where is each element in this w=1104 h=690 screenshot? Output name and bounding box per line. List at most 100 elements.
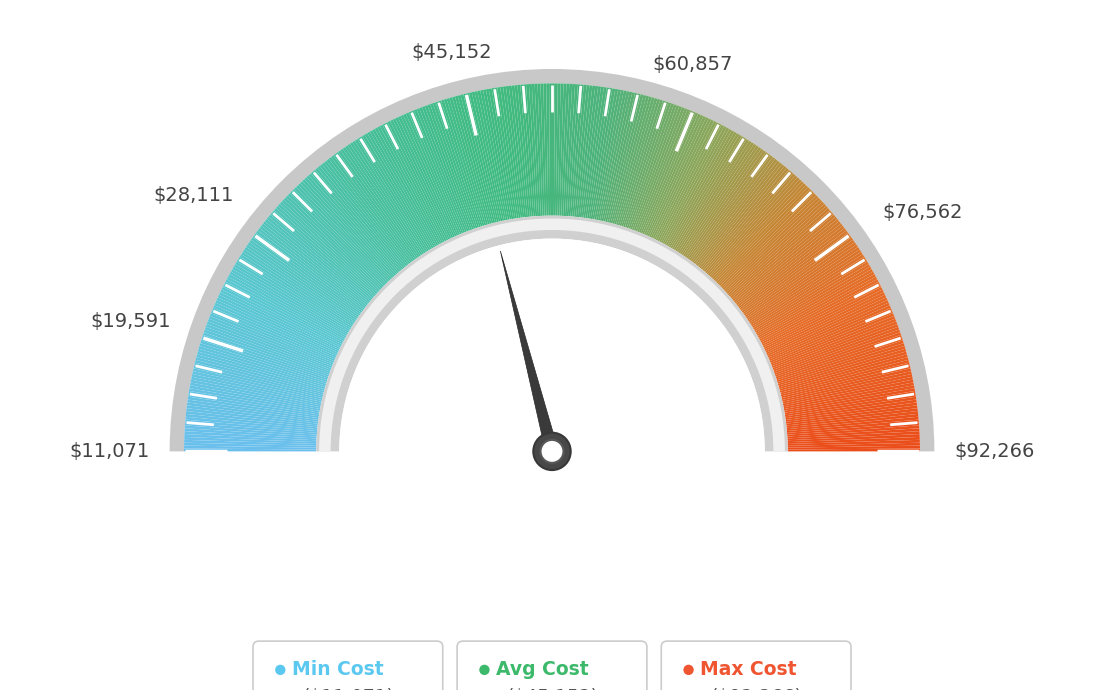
Wedge shape [390,119,450,239]
Wedge shape [199,346,326,386]
Wedge shape [192,374,321,404]
Wedge shape [714,185,808,282]
Wedge shape [240,254,353,326]
Wedge shape [605,93,638,222]
Wedge shape [583,87,604,218]
Wedge shape [209,316,332,366]
Wedge shape [185,417,317,431]
Wedge shape [509,86,527,217]
Wedge shape [286,195,383,288]
Wedge shape [735,219,839,304]
Wedge shape [378,126,442,244]
Wedge shape [198,348,326,387]
Wedge shape [785,397,916,418]
Wedge shape [342,147,420,257]
Wedge shape [296,185,390,282]
Wedge shape [526,84,538,216]
Wedge shape [566,84,578,216]
Wedge shape [184,431,317,440]
Wedge shape [599,91,629,221]
Wedge shape [784,388,915,413]
Wedge shape [784,382,914,409]
Wedge shape [247,242,358,319]
Wedge shape [761,279,879,343]
Wedge shape [223,284,342,346]
FancyBboxPatch shape [253,641,443,690]
Wedge shape [477,90,506,221]
Wedge shape [749,249,861,324]
Wedge shape [643,111,696,235]
Polygon shape [500,251,559,453]
Wedge shape [593,89,618,219]
Wedge shape [350,142,424,255]
Wedge shape [700,164,784,268]
Wedge shape [650,117,709,238]
Wedge shape [705,172,793,273]
Wedge shape [647,115,703,237]
Wedge shape [372,129,438,246]
Wedge shape [716,187,810,284]
Wedge shape [195,357,325,393]
Wedge shape [654,119,714,239]
Wedge shape [318,166,403,270]
Wedge shape [416,108,467,232]
Wedge shape [786,411,919,427]
Wedge shape [571,84,584,217]
Wedge shape [777,343,904,384]
Wedge shape [206,322,331,370]
Wedge shape [774,327,900,373]
Wedge shape [532,83,541,216]
Wedge shape [438,101,481,227]
Wedge shape [385,122,447,242]
Wedge shape [329,157,411,264]
Wedge shape [358,137,428,251]
Wedge shape [719,191,815,286]
Wedge shape [680,142,754,255]
Wedge shape [767,303,890,357]
Wedge shape [667,130,734,246]
Wedge shape [670,133,740,248]
Wedge shape [380,125,444,243]
Wedge shape [702,168,788,271]
Wedge shape [395,117,454,238]
Wedge shape [688,150,766,259]
Wedge shape [683,146,758,257]
Wedge shape [708,175,797,276]
Wedge shape [750,252,862,325]
Wedge shape [660,125,724,243]
Wedge shape [729,208,830,297]
Wedge shape [634,106,682,231]
Wedge shape [534,83,543,216]
Wedge shape [767,300,889,356]
Wedge shape [555,83,561,216]
Wedge shape [788,446,920,449]
Wedge shape [718,189,813,285]
Wedge shape [602,92,633,221]
Wedge shape [736,221,841,306]
Wedge shape [552,83,555,216]
Wedge shape [203,332,329,377]
Wedge shape [594,90,620,220]
Wedge shape [762,284,881,346]
Wedge shape [613,96,649,224]
Wedge shape [781,360,910,395]
Wedge shape [769,310,893,363]
Wedge shape [466,93,499,222]
Wedge shape [190,385,320,411]
Wedge shape [278,204,378,294]
Wedge shape [362,135,432,249]
Wedge shape [184,434,317,442]
Wedge shape [222,287,341,348]
Wedge shape [652,119,711,239]
Wedge shape [170,69,934,451]
Wedge shape [189,388,320,413]
Wedge shape [720,193,816,287]
Wedge shape [289,191,385,286]
Wedge shape [431,104,476,229]
Wedge shape [640,110,693,234]
Wedge shape [656,121,716,241]
Wedge shape [506,86,524,217]
Wedge shape [787,428,920,438]
Wedge shape [253,235,361,315]
Wedge shape [411,110,464,234]
